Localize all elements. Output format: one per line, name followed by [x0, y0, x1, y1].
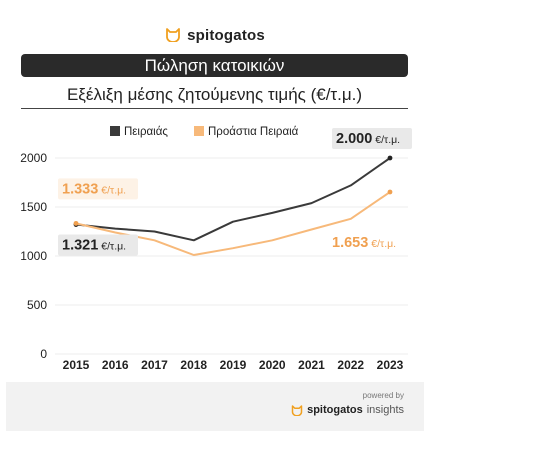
legend-label-1: Προάστια Πειραιά [208, 126, 299, 138]
x-tick-label: 2016 [102, 358, 129, 372]
line-chart: 0 500 1000 1500 2000 2015 2016 2017 2018 2019 2020… [20, 126, 412, 372]
value-label: 1.653 €/τ.μ. [332, 235, 396, 251]
legend-label-0: Πειραιάς [124, 126, 168, 138]
data-point [387, 155, 393, 161]
y-tick-label: 0 [40, 347, 47, 361]
y-tick-label: 500 [27, 298, 47, 312]
y-tick-label: 1500 [20, 200, 47, 214]
x-tick-label: 2021 [298, 358, 325, 372]
title-banner: Πώληση κατοικιών [21, 54, 408, 77]
value-label: 1.333 €/τ.μ. [62, 181, 126, 197]
legend-swatch-1 [194, 126, 204, 136]
legend-swatch-0 [110, 126, 120, 136]
data-point [387, 189, 393, 195]
powered-by-label: powered by [362, 391, 404, 400]
logo-text: spitogatos [187, 26, 265, 44]
x-tick-label: 2020 [259, 358, 286, 372]
chart-subtitle: Εξέλιξη μέσης ζητούμενης τιμής (€/τ.μ.) [21, 84, 408, 109]
value-label: 1.321 €/τ.μ. [62, 238, 126, 254]
footer: powered by spitogatos insights [6, 382, 424, 431]
value-label-bg [332, 128, 412, 149]
value-label-bg [328, 232, 408, 254]
cat-icon [291, 404, 303, 416]
footer-brand: spitogatos insights [291, 404, 404, 416]
series-line-0 [75, 157, 391, 242]
x-tick-label: 2015 [63, 358, 90, 372]
value-label: 2.000 €/τ.μ. [336, 131, 400, 147]
spitogatos-logo: spitogatos [0, 24, 430, 46]
data-point [73, 220, 79, 226]
x-tick-label: 2022 [337, 358, 364, 372]
x-tick-label: 2017 [141, 358, 168, 372]
x-tick-label: 2019 [220, 358, 247, 372]
y-tick-label: 2000 [20, 151, 47, 165]
x-tick-label: 2023 [377, 358, 404, 372]
cat-icon [166, 28, 180, 42]
value-label-bg [58, 178, 138, 200]
value-label-bg [58, 234, 138, 256]
footer-brand-main: spitogatos [307, 404, 363, 416]
x-tick-label: 2018 [180, 358, 207, 372]
y-tick-label: 1000 [20, 249, 47, 263]
footer-brand-sub: insights [366, 404, 404, 416]
